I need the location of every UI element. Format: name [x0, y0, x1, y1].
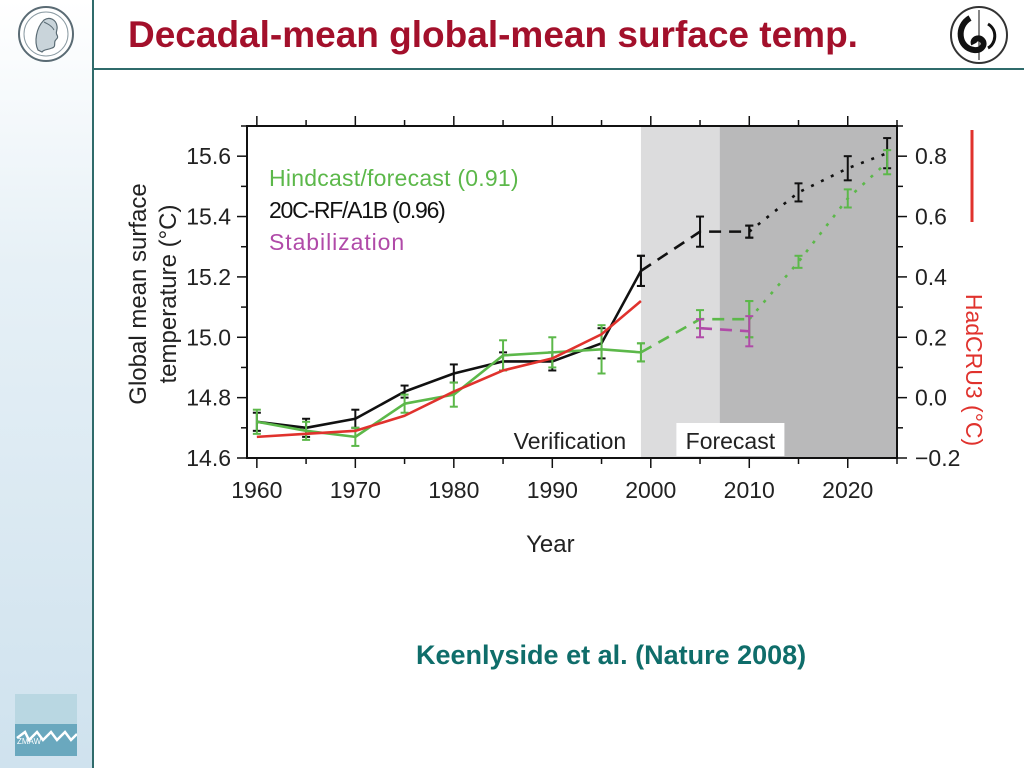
y2-axis-label: HadCRU3 (°C)	[961, 294, 987, 446]
y-tick-label: 15.4	[186, 204, 231, 230]
forecast-label-box	[676, 423, 785, 456]
x-tick-label: 1960	[231, 477, 282, 503]
shaded-period-0	[640, 126, 720, 458]
region-label-verification: Verification	[514, 428, 627, 454]
institute-logo	[950, 6, 1008, 64]
zmaw-logo: ZMAW	[15, 694, 77, 756]
y-axis-label-line2: temperature (°C)	[155, 205, 182, 384]
y-tick-label: 15.0	[186, 324, 231, 350]
x-tick-label: 2020	[822, 477, 873, 503]
slide-title: Decadal-mean global-mean surface temp.	[128, 14, 858, 55]
header-rule	[92, 68, 1024, 70]
x-tick-label: 1980	[428, 477, 479, 503]
x-tick-label: 2010	[724, 477, 775, 503]
shaded-period-1	[719, 126, 897, 458]
y2-tick-label: −0.2	[915, 445, 960, 471]
region-label-forecast: Forecast	[686, 428, 776, 454]
x-tick-label: 1970	[330, 477, 381, 503]
series-line-2	[748, 151, 888, 233]
legend-entry: Stabilization	[269, 229, 404, 255]
y2-tick-label: 0.2	[915, 324, 947, 350]
temperature-chart: 1960 1970 1980 1990 2000 2010 2020 14.6 14.8 15.0…	[125, 116, 987, 558]
citation: Keenlyside et al. (Nature 2008)	[416, 640, 807, 670]
x-axis-label: Year	[526, 531, 575, 558]
y-tick-label: 15.6	[186, 143, 231, 169]
plot-frame	[246, 125, 898, 459]
y-tick-label: 14.8	[186, 385, 231, 411]
max-planck-logo	[18, 6, 74, 62]
y-tick-label: 15.2	[186, 264, 231, 290]
legend-entry: Hindcast/forecast (0.91)	[269, 165, 519, 191]
x-tick-label: 2000	[625, 477, 676, 503]
zmaw-logo-text: ZMAW	[17, 737, 42, 746]
x-tick-label: 1990	[527, 477, 578, 503]
y2-tick-label: 0.6	[915, 204, 947, 230]
legend-entry: 20C-RF/A1B (0.96)	[269, 197, 446, 223]
y2-tick-label: 0.8	[915, 143, 947, 169]
y-tick-label: 14.6	[186, 445, 231, 471]
y2-tick-label: 0.4	[915, 264, 947, 290]
y2-tick-label: 0.0	[915, 385, 947, 411]
left-sidebar	[0, 0, 94, 768]
y-axis-label-line1: Global mean surface	[125, 183, 152, 404]
series-line-6	[699, 326, 750, 333]
series-line-7	[256, 300, 642, 439]
